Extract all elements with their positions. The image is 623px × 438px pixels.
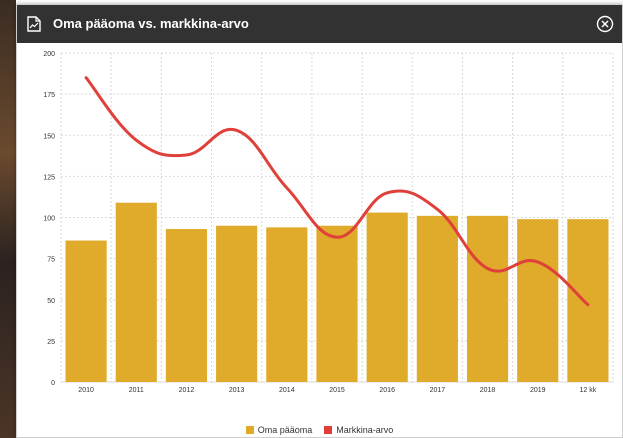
bar-oma-paaoma[interactable]	[466, 215, 509, 382]
background-page-edge	[0, 0, 16, 438]
y-tick-label: 100	[43, 216, 55, 223]
bar-oma-paaoma[interactable]	[216, 225, 258, 382]
line-point-markkina-arvo[interactable]	[383, 189, 391, 197]
bar-oma-paaoma[interactable]	[316, 225, 358, 382]
x-tick-label: 2012	[179, 387, 195, 394]
x-tick-label: 2015	[329, 387, 345, 394]
chart-modal: Oma pääoma vs. markkina-arvo 0 25 50 75 100 1…	[16, 4, 623, 438]
line-point-markkina-arvo[interactable]	[484, 264, 492, 272]
line-point-markkina-arvo[interactable]	[333, 233, 341, 241]
combo-chart: 0 25 50 75 100 125 150 175 200 2010 2011 2012 2013 20…	[43, 51, 614, 394]
legend-item-markkina-arvo[interactable]: Markkina-arvo	[324, 425, 393, 435]
modal-header: Oma pääoma vs. markkina-arvo	[17, 5, 622, 43]
x-tick-label: 12 kk	[580, 387, 597, 394]
bar-oma-paaoma[interactable]	[65, 240, 107, 382]
line-markkina-arvo[interactable]	[84, 76, 590, 307]
line-point-markkina-arvo[interactable]	[283, 184, 291, 192]
legend-swatch-bar	[245, 426, 254, 434]
legend-label-oma-paaoma: Oma pääoma	[257, 425, 313, 435]
y-tick-label: 200	[43, 51, 55, 58]
x-tick-label: 2016	[379, 387, 395, 394]
chart-legend: Oma pääoma Markkina-arvo	[17, 423, 622, 437]
x-tick-label: 2017	[430, 387, 446, 394]
x-tick-label: 2011	[129, 387, 144, 394]
x-tick-label: 2014	[279, 387, 295, 394]
line-point-markkina-arvo[interactable]	[182, 151, 190, 159]
document-icon	[27, 16, 41, 32]
y-tick-label: 150	[43, 133, 55, 140]
line-point-markkina-arvo[interactable]	[233, 126, 241, 134]
y-tick-label: 50	[47, 298, 55, 305]
bar-oma-paaoma[interactable]	[517, 219, 559, 382]
legend-swatch-line	[324, 426, 333, 434]
x-tick-label: 2019	[530, 387, 546, 394]
line-point-markkina-arvo[interactable]	[82, 74, 90, 82]
y-tick-label: 75	[47, 257, 55, 264]
bar-oma-paaoma[interactable]	[115, 202, 157, 382]
bar-oma-paaoma[interactable]	[266, 227, 308, 382]
bar-oma-paaoma[interactable]	[366, 212, 408, 382]
bar-oma-paaoma[interactable]	[416, 215, 458, 382]
line-point-markkina-arvo[interactable]	[433, 205, 441, 213]
close-icon[interactable]	[596, 15, 614, 33]
line-point-markkina-arvo[interactable]	[584, 301, 592, 309]
y-tick-label: 0	[51, 380, 55, 387]
line-point-markkina-arvo[interactable]	[132, 136, 140, 144]
legend-item-oma-paaoma[interactable]: Oma pääoma	[245, 425, 313, 435]
line-point-markkina-arvo[interactable]	[534, 258, 542, 266]
bar-oma-paaoma[interactable]	[567, 219, 609, 382]
bar-oma-paaoma[interactable]	[165, 229, 208, 382]
x-tick-label: 2013	[229, 387, 245, 394]
legend-label-markkina-arvo: Markkina-arvo	[336, 425, 394, 435]
y-tick-label: 175	[43, 92, 55, 99]
modal-title: Oma pääoma vs. markkina-arvo	[53, 16, 249, 31]
y-tick-label: 25	[47, 339, 55, 346]
x-tick-label: 2010	[78, 387, 94, 394]
x-tick-label: 2018	[480, 387, 496, 394]
y-tick-label: 125	[43, 174, 55, 181]
